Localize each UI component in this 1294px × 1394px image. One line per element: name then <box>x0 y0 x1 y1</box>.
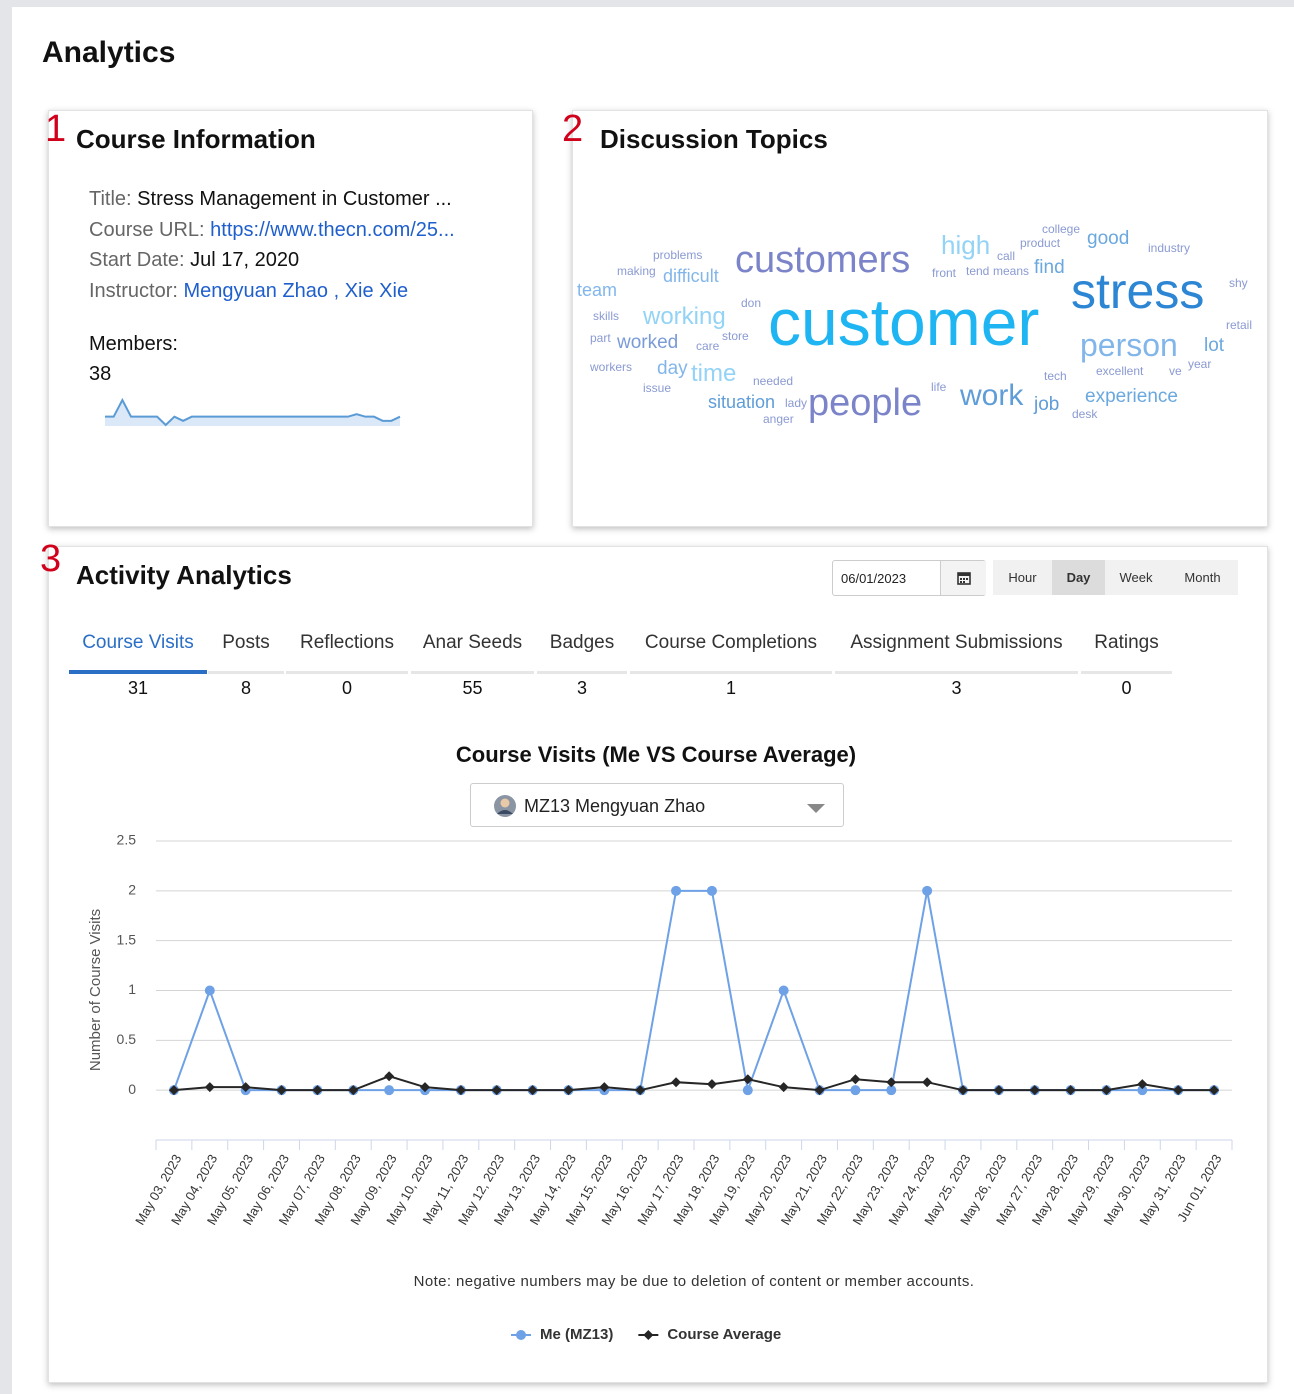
field-label: Instructor: <box>89 279 178 302</box>
period-button[interactable]: Day <box>1052 560 1105 595</box>
period-button[interactable]: Week <box>1105 560 1167 595</box>
avatar <box>494 795 516 817</box>
chart-note: Note: negative numbers may be due to del… <box>413 1273 975 1290</box>
course-fields: Title: Stress Management in Customer ...… <box>89 184 455 306</box>
field-label: Title: <box>89 188 132 210</box>
tab-label[interactable]: Assignment Submissions <box>850 632 1063 653</box>
instructor-row: Instructor: Mengyuan Zhao , Xie Xie <box>89 276 455 307</box>
tab-underline <box>208 671 284 674</box>
member-select[interactable]: MZ13 Mengyuan Zhao <box>470 783 844 827</box>
tab-label[interactable]: Ratings <box>1094 632 1159 653</box>
field-link[interactable]: https://www.thecn.com/25... <box>210 218 455 241</box>
field-label: Course URL: <box>89 218 205 241</box>
members-count: 38 <box>89 363 112 385</box>
tab-count: 0 <box>1121 678 1132 698</box>
tab-underline <box>69 670 207 674</box>
field-row: Course URL: https://www.thecn.com/25... <box>89 215 455 246</box>
tab-label[interactable]: Anar Seeds <box>422 632 523 653</box>
separator: , <box>333 279 340 302</box>
card-title: Course Information <box>76 124 316 154</box>
card-title: Discussion Topics <box>600 124 828 154</box>
tab-label[interactable]: Reflections <box>300 632 394 653</box>
period-button[interactable]: Month <box>1167 560 1238 595</box>
tab-count: 3 <box>576 678 587 698</box>
tab-count: 8 <box>240 678 251 698</box>
panel-number: 3 <box>40 538 62 580</box>
tab-underline <box>835 671 1078 674</box>
tab-count: 3 <box>951 678 962 698</box>
select-value: MZ13 Mengyuan Zhao <box>524 796 706 816</box>
field-value: Stress Management in Customer ... <box>137 188 452 210</box>
panel-number: 1 <box>45 108 67 150</box>
tab-underline <box>411 671 534 674</box>
period-button[interactable]: Hour <box>993 560 1052 595</box>
tab-underline <box>630 671 832 674</box>
tab-label[interactable]: Course Visits <box>82 632 194 653</box>
date-value: 06/01/2023 <box>841 571 907 586</box>
tab-count: 1 <box>725 678 736 698</box>
tab-label[interactable]: Posts <box>222 632 270 653</box>
date-input[interactable]: 06/01/2023 <box>832 560 986 596</box>
instructor-link[interactable]: Mengyuan Zhao <box>183 279 329 302</box>
tab-count: 55 <box>462 678 483 698</box>
field-row: Title: Stress Management in Customer ... <box>89 184 455 215</box>
field-label: Start Date: <box>89 249 185 271</box>
panel-number: 2 <box>562 108 584 150</box>
members-label: Members: <box>89 333 178 355</box>
card-title: Activity Analytics <box>76 560 292 590</box>
tab-underline <box>1081 671 1172 674</box>
tab-count: 31 <box>127 678 149 698</box>
course-info-card <box>48 110 533 527</box>
tab-underline <box>537 671 627 674</box>
tab-count: 0 <box>341 678 352 698</box>
discussion-card <box>572 110 1268 527</box>
page-title: Analytics <box>42 36 176 69</box>
dropdown-caret <box>807 804 825 813</box>
field-value: Jul 17, 2020 <box>190 249 300 271</box>
tab-label[interactable]: Badges <box>549 632 615 653</box>
tab-label[interactable]: Course Completions <box>644 632 818 653</box>
field-row: Start Date: Jul 17, 2020 <box>89 245 455 276</box>
instructor-link[interactable]: Xie Xie <box>344 279 409 302</box>
calendar-icon <box>957 572 971 585</box>
tab-underline <box>286 671 408 674</box>
